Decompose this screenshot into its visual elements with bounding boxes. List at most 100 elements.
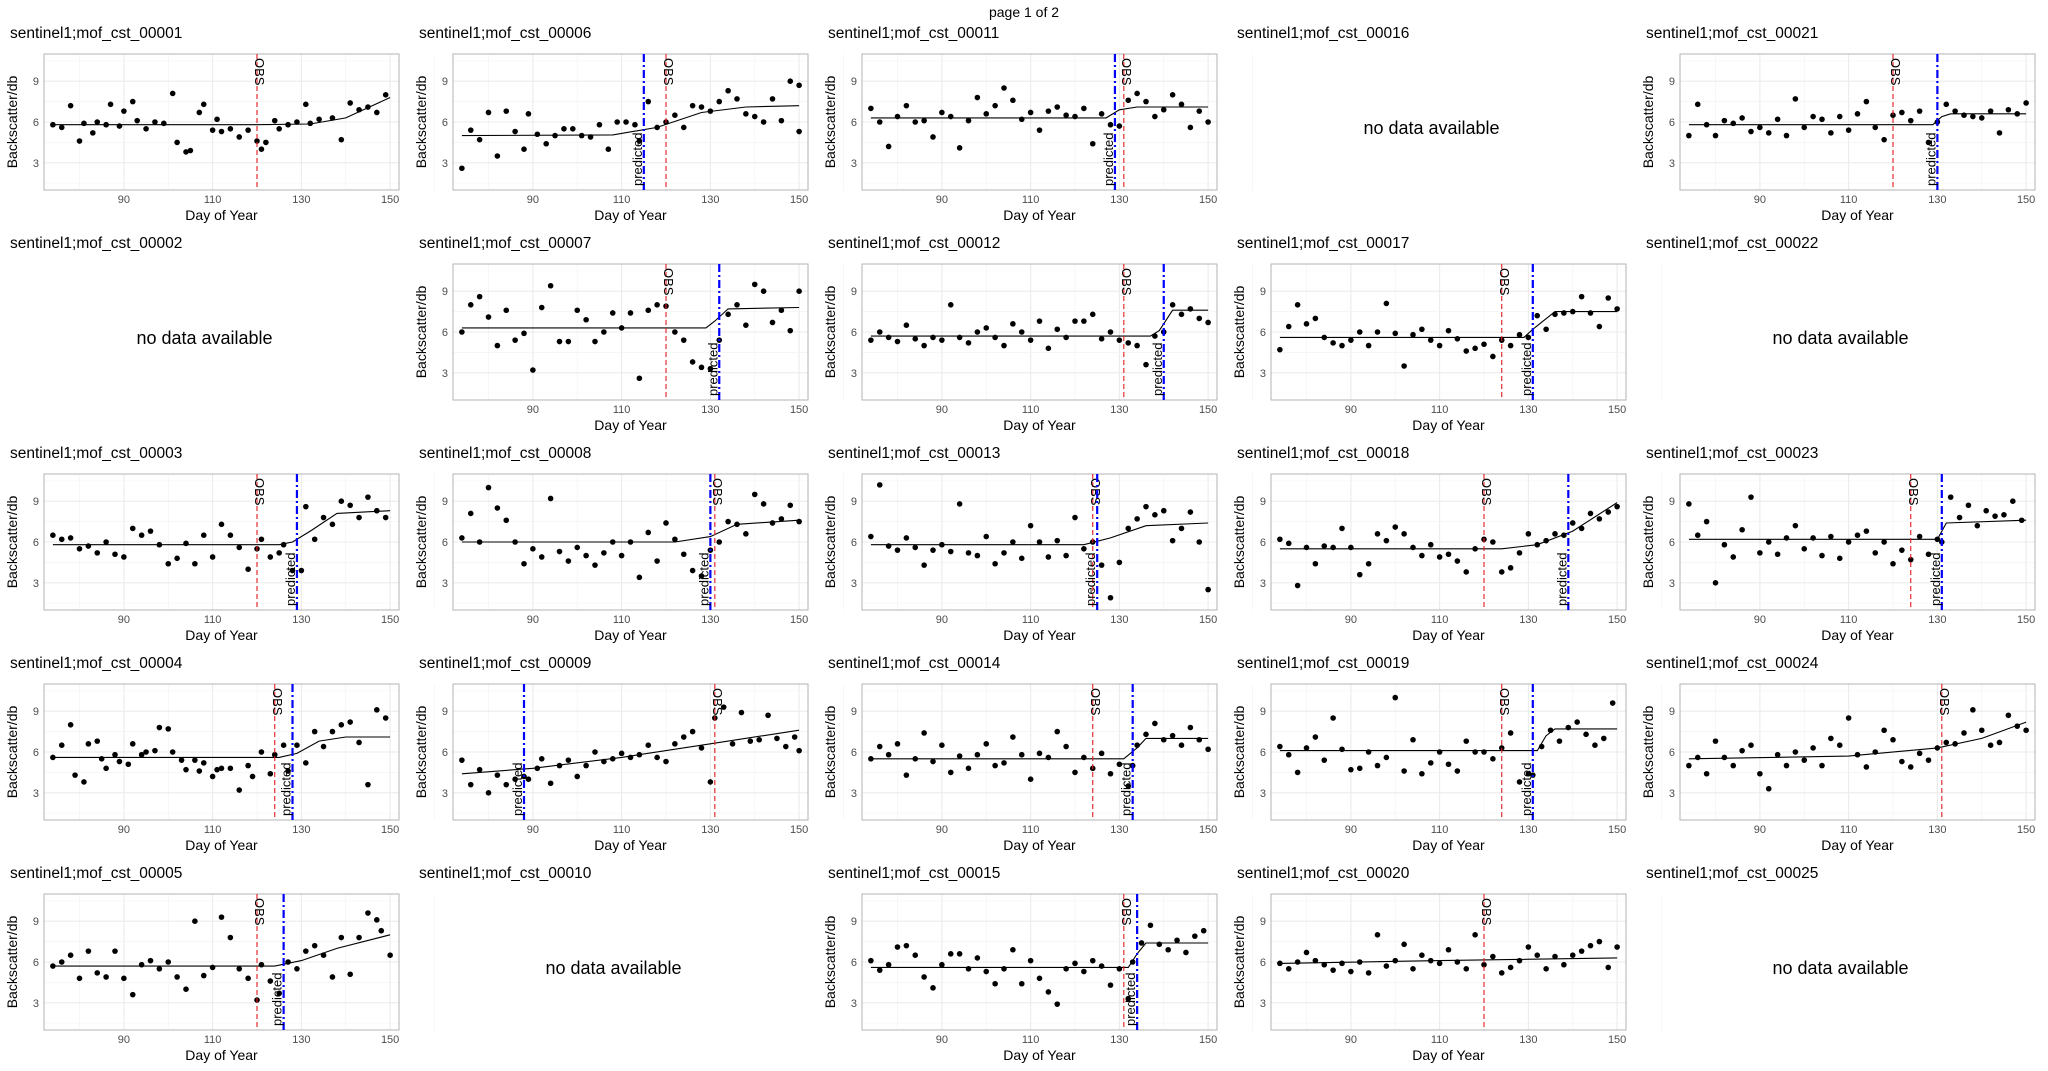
data-point	[921, 730, 927, 736]
chart-panel: sentinel1;mof_cst_00003 90 110 130 150 3 6 9 Day…	[0, 442, 435, 651]
data-point	[1018, 329, 1025, 335]
data-point	[1374, 531, 1381, 537]
data-point	[94, 119, 101, 125]
data-point	[94, 970, 101, 976]
x-tick-label: 150	[1199, 824, 1217, 836]
data-point	[983, 325, 990, 331]
data-point	[1410, 544, 1416, 551]
x-tick-label: 90	[1345, 614, 1357, 626]
fit-line	[870, 309, 1209, 337]
data-point	[1996, 739, 2003, 746]
data-point	[249, 773, 256, 780]
data-point	[1845, 715, 1852, 721]
data-points	[868, 720, 1211, 789]
data-point	[796, 288, 802, 294]
data-point	[992, 334, 998, 341]
data-point	[885, 143, 892, 150]
data-point	[1463, 569, 1470, 575]
obs-label: OBS	[270, 688, 285, 716]
data-point	[903, 322, 910, 328]
page-title: page 1 of 2	[988, 4, 1060, 20]
data-point	[1365, 560, 1372, 567]
data-point	[734, 96, 740, 102]
data-point	[1765, 539, 1772, 545]
plot-border	[452, 473, 809, 611]
data-point	[1063, 334, 1069, 341]
data-point	[1277, 743, 1283, 750]
data-point	[1552, 531, 1558, 537]
data-point	[1330, 544, 1336, 551]
predicted-label: predicted	[1519, 343, 1534, 396]
predicted-label: predicted	[1923, 133, 1938, 186]
no-data-message: no data available	[136, 328, 273, 348]
data-point	[156, 966, 163, 972]
data-point	[329, 115, 336, 121]
data-point	[276, 126, 282, 132]
chart-panel: sentinel1;mof_cst_00002 no data available	[0, 232, 409, 441]
data-point	[903, 942, 910, 949]
data-point	[1454, 768, 1461, 774]
chart-svg: 90 110 130 150 3 6 9 Day of Year Backscatter/db O…	[822, 683, 1253, 853]
data-point	[707, 779, 714, 785]
chart-title: sentinel1;mof_cst_00023	[1646, 445, 1819, 462]
fit-line	[1279, 728, 1618, 752]
data-point	[1952, 108, 1958, 114]
chart-panel: sentinel1;mof_cst_00004 90 110 130 150 3 6 9 Day…	[0, 652, 435, 861]
y-tick-label: 3	[1669, 158, 1675, 170]
data-point	[1872, 550, 1879, 556]
data-points	[868, 482, 1211, 601]
y-axis-label: Backscatter/db	[1231, 495, 1247, 588]
data-point	[1525, 944, 1532, 950]
data-point	[1178, 742, 1185, 748]
y-tick-label: 6	[442, 537, 448, 549]
data-point	[903, 102, 910, 109]
grid-lines	[453, 54, 844, 190]
data-point	[1712, 738, 1719, 744]
data-point	[614, 119, 620, 125]
data-points	[50, 707, 389, 793]
x-tick-label: 130	[701, 194, 719, 206]
data-point	[1561, 961, 1567, 968]
data-point	[1018, 751, 1025, 758]
data-point	[1783, 132, 1790, 139]
data-point	[947, 769, 954, 776]
data-point	[1001, 550, 1007, 556]
data-point	[1045, 989, 1052, 995]
x-tick-label: 130	[292, 1034, 310, 1046]
data-point	[280, 742, 287, 748]
data-point	[1819, 552, 1825, 559]
data-point	[1943, 739, 1950, 746]
data-point	[196, 768, 203, 774]
data-point	[1907, 117, 1914, 124]
obs-label: OBS	[1937, 688, 1952, 716]
y-tick-label: 3	[851, 998, 857, 1010]
data-point	[974, 94, 981, 101]
data-point	[1454, 558, 1461, 564]
data-point	[245, 566, 251, 572]
obs-label: OBS	[1119, 58, 1134, 86]
data-point	[218, 914, 225, 920]
x-axis-label: Day of Year	[1821, 207, 1894, 223]
data-point	[1419, 952, 1425, 958]
data-point	[760, 288, 767, 294]
chart-panel: sentinel1;mof_cst_00008 90 110 130 150 3 6 9 Day…	[409, 442, 844, 651]
data-point	[1187, 124, 1194, 131]
x-tick-label: 110	[1840, 614, 1858, 626]
plot-border	[1679, 53, 2036, 191]
x-tick-label: 110	[204, 614, 222, 626]
obs-label: OBS	[1888, 58, 1903, 86]
data-point	[1810, 535, 1816, 541]
data-point	[503, 307, 510, 314]
x-tick-label: 110	[613, 404, 631, 416]
x-tick-label: 130	[1519, 824, 1537, 836]
data-point	[868, 105, 874, 112]
x-tick-label: 150	[1199, 1034, 1217, 1046]
data-point	[1312, 315, 1319, 322]
data-point	[303, 760, 309, 766]
chart-svg: 90 110 130 150 3 6 9 Day of Year Backscatter/db O…	[4, 473, 435, 643]
data-point	[1454, 336, 1461, 342]
data-point	[169, 749, 176, 755]
y-tick-label: 6	[1669, 117, 1675, 129]
data-point	[538, 554, 545, 560]
data-point	[1125, 525, 1132, 532]
